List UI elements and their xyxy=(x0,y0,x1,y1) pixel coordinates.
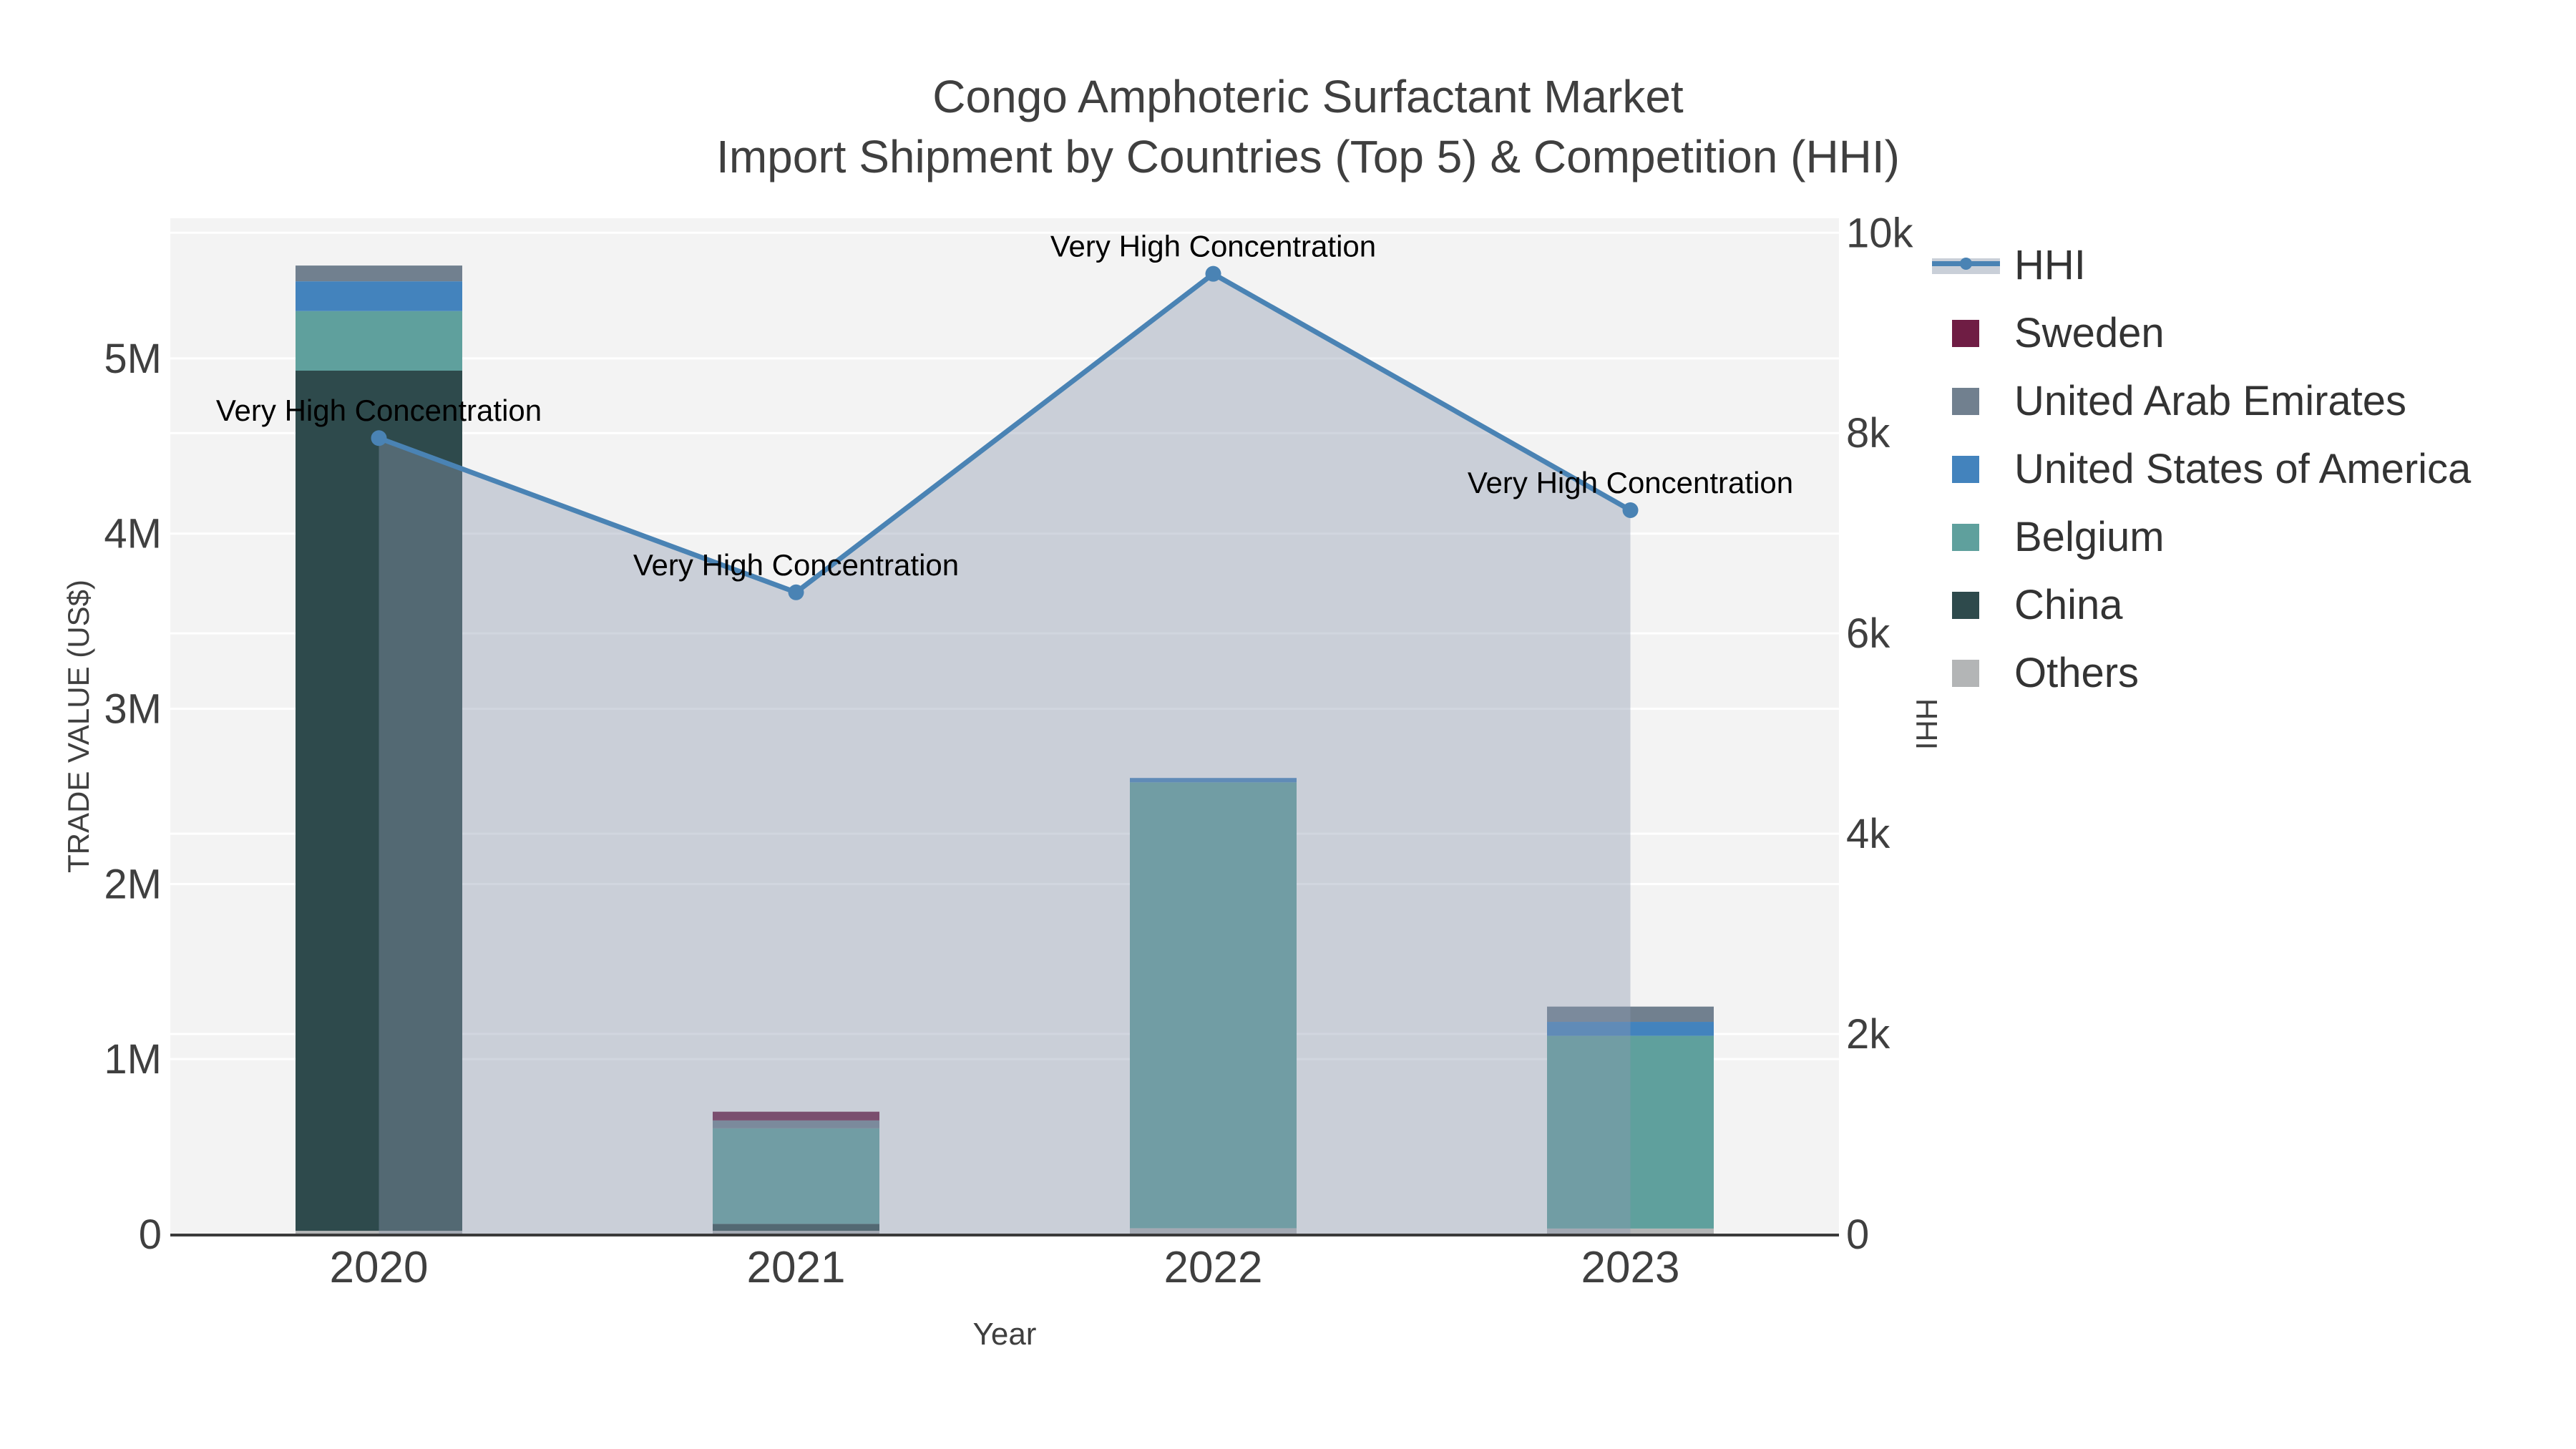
swatch-square xyxy=(1952,659,1979,687)
right-axis-tick-6k: 6k xyxy=(1846,610,1890,657)
bar-segment-others-2021[interactable] xyxy=(713,1231,879,1234)
color-swatch-icon xyxy=(1932,455,2000,484)
hhi-marker-2021[interactable] xyxy=(788,584,804,600)
x-axis-tick-2020[interactable]: 2020 xyxy=(330,1243,429,1292)
legend-label: HHI xyxy=(2014,242,2086,288)
x-axis-tick-2021[interactable]: 2021 xyxy=(747,1243,846,1292)
hhi-marker-2022[interactable] xyxy=(1205,265,1221,282)
right-axis-tick-4k: 4k xyxy=(1846,811,1890,857)
right-axis-tick-0: 0 xyxy=(1846,1211,1869,1258)
bar-segment-china-2020[interactable] xyxy=(296,371,462,1231)
hhi-marker-2020[interactable] xyxy=(371,430,387,447)
x-axis-title: Year xyxy=(972,1317,1037,1352)
bar-segment-belgium-2022[interactable] xyxy=(1130,782,1297,1229)
x-axis-tick-2022[interactable]: 2022 xyxy=(1164,1243,1263,1292)
chart-subtitle: Import Shipment by Countries (Top 5) & C… xyxy=(716,131,1900,182)
left-axis-tick-4M: 4M xyxy=(104,511,162,557)
bar-segment-united-states-of-america-2023[interactable] xyxy=(1547,1022,1714,1036)
legend-item-hhi[interactable]: HHI xyxy=(1932,231,2471,299)
hhi-marker-glyph xyxy=(1960,257,1972,270)
hhi-line[interactable] xyxy=(378,270,1632,595)
bar-segment-others-2023[interactable] xyxy=(1547,1228,1714,1234)
swatch-square xyxy=(1952,523,1979,551)
left-axis-tick-1M: 1M xyxy=(104,1036,162,1083)
annotation-2022: Very High Concentration xyxy=(1050,230,1376,263)
legend-label: Belgium xyxy=(2014,514,2165,560)
legend-item-united-states-of-america[interactable]: United States of America xyxy=(1932,435,2471,503)
legend-label: United States of America xyxy=(2014,446,2472,492)
color-swatch-icon xyxy=(1932,659,2000,688)
swatch-square xyxy=(1952,387,1979,415)
bar-segment-united-states-of-america-2022[interactable] xyxy=(1130,778,1297,783)
hhi-line-swatch-icon xyxy=(1932,251,2000,280)
right-axis-tick-10k: 10k xyxy=(1846,210,1914,256)
legend-label: United Arab Emirates xyxy=(2014,378,2407,424)
bar-segment-belgium-2021[interactable] xyxy=(713,1128,879,1224)
right-axis-tick-8k: 8k xyxy=(1846,410,1890,457)
legend-label: Sweden xyxy=(2014,310,2165,356)
bar-segment-belgium-2020[interactable] xyxy=(296,311,462,371)
bar-segment-united-arab-emirates-2020[interactable] xyxy=(296,265,462,282)
bar-segment-china-2021[interactable] xyxy=(713,1224,879,1231)
bar-segment-united-arab-emirates-2021[interactable] xyxy=(713,1120,879,1128)
hhi-marker-2023[interactable] xyxy=(1622,502,1639,519)
bar-segment-united-arab-emirates-2023[interactable] xyxy=(1547,1006,1714,1023)
bar-segment-others-2020[interactable] xyxy=(296,1231,462,1234)
bar-segment-belgium-2023[interactable] xyxy=(1547,1035,1714,1229)
swatch-square xyxy=(1952,591,1979,619)
legend: HHI Sweden United Arab Emirates United Stat… xyxy=(1932,231,2471,707)
right-axis-tick-2k: 2k xyxy=(1846,1011,1890,1058)
x-axis-tick-2023[interactable]: 2023 xyxy=(1581,1243,1680,1292)
left-axis-tick-2M: 2M xyxy=(104,861,162,907)
bar-segment-sweden-2021[interactable] xyxy=(713,1111,879,1121)
legend-label: China xyxy=(2014,582,2123,628)
annotation-2023: Very High Concentration xyxy=(1468,466,1793,499)
legend-item-united-arab-emirates[interactable]: United Arab Emirates xyxy=(1932,367,2471,435)
left-axis-tick-5M: 5M xyxy=(104,336,162,382)
annotation-2020: Very High Concentration xyxy=(216,394,542,427)
legend-item-china[interactable]: China xyxy=(1932,571,2471,639)
color-swatch-icon xyxy=(1932,319,2000,348)
legend-item-sweden[interactable]: Sweden xyxy=(1932,299,2471,367)
left-axis-tick-0: 0 xyxy=(139,1211,162,1258)
bar-segment-others-2022[interactable] xyxy=(1130,1228,1297,1234)
left-axis-title: TRADE VALUE (US$) xyxy=(62,580,95,873)
left-axis-tick-3M: 3M xyxy=(104,686,162,733)
legend-item-belgium[interactable]: Belgium xyxy=(1932,503,2471,571)
bar-segment-united-states-of-america-2020[interactable] xyxy=(296,281,462,311)
hhi-area-fill xyxy=(379,273,1631,1234)
color-swatch-icon xyxy=(1932,523,2000,552)
swatch-square xyxy=(1952,455,1979,483)
annotation-2021: Very High Concentration xyxy=(633,548,959,582)
chart-title: Congo Amphoteric Surfactant Market xyxy=(932,71,1684,122)
swatch-square xyxy=(1952,319,1979,347)
color-swatch-icon xyxy=(1932,591,2000,620)
legend-item-others[interactable]: Others xyxy=(1932,639,2471,707)
color-swatch-icon xyxy=(1932,387,2000,416)
legend-label: Others xyxy=(2014,650,2140,696)
